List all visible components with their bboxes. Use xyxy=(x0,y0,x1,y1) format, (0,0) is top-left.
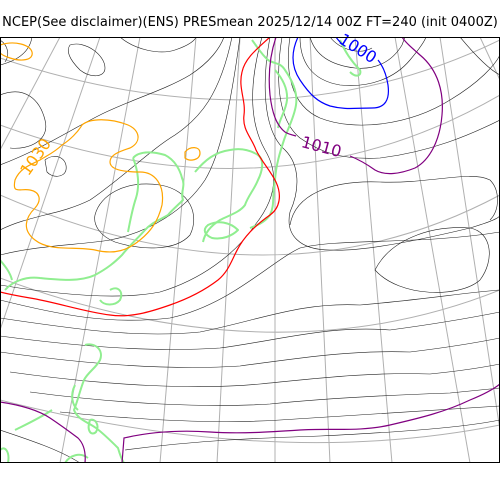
isobar-1010-line xyxy=(121,383,500,463)
graticule-meridians xyxy=(0,37,500,463)
isobar-1020 xyxy=(0,37,280,317)
isobar-line xyxy=(0,91,47,149)
isobar-line xyxy=(29,387,500,406)
coastline xyxy=(0,259,13,281)
isobar-line xyxy=(94,183,195,249)
contour-label-1000: 1000 xyxy=(336,29,381,67)
isobar-1030 xyxy=(0,42,201,253)
isobar-line xyxy=(278,37,500,159)
isobar-line xyxy=(119,37,197,53)
meridian-line xyxy=(394,37,471,463)
meridian-line xyxy=(216,37,241,463)
isobar-line xyxy=(329,37,373,52)
meridian-line xyxy=(309,37,331,463)
contour-label-1010: 1010 xyxy=(299,132,343,161)
coastline xyxy=(14,409,53,431)
map-border xyxy=(0,37,500,463)
coastline xyxy=(99,287,123,306)
isobar-line xyxy=(0,37,241,256)
coastlines xyxy=(0,39,362,463)
parallel-line xyxy=(0,277,500,333)
isobar-1010-line xyxy=(268,37,297,137)
parallel-line xyxy=(0,399,500,444)
coastline xyxy=(71,384,79,411)
coastline xyxy=(73,343,125,463)
isobar-line xyxy=(288,37,500,126)
coastline xyxy=(203,221,239,240)
isobar-1030-line xyxy=(13,119,164,253)
isobar-line xyxy=(374,227,490,293)
meridian-line xyxy=(439,37,500,431)
meridian-line xyxy=(0,37,61,151)
graticule-parallels xyxy=(0,39,500,444)
isobar-1030-line xyxy=(0,42,33,61)
isobar-line xyxy=(0,429,81,463)
isobar-1010-line xyxy=(0,401,86,463)
coastline xyxy=(0,447,10,463)
isobar-line xyxy=(289,176,498,226)
isobar-1010-line xyxy=(349,37,443,175)
isobar-line xyxy=(68,43,106,77)
isobar-line xyxy=(9,363,500,387)
isobar-1020-line xyxy=(0,37,280,317)
parallel-line xyxy=(0,39,500,101)
coastline xyxy=(249,39,298,229)
coastline xyxy=(87,418,99,435)
map-title: NCEP(See disclaimer)(ENS) PRESmean 2025/… xyxy=(2,15,498,30)
isobar-line xyxy=(0,39,9,63)
meridian-line xyxy=(159,37,197,463)
isobar-1030-line xyxy=(184,147,201,161)
thin-isobars xyxy=(0,37,500,463)
isobar-line xyxy=(0,37,225,166)
isobar-1000-line xyxy=(292,37,390,110)
isobar-line xyxy=(59,405,500,422)
coastline xyxy=(339,39,362,77)
parallel-line xyxy=(0,194,500,256)
isobar-line xyxy=(124,419,500,451)
isobar-line xyxy=(0,37,33,66)
isobar-line xyxy=(0,289,500,335)
coastline xyxy=(194,148,264,243)
parallel-line xyxy=(0,94,500,169)
isobar-line xyxy=(459,37,500,76)
isobar-line xyxy=(0,337,500,368)
isobar-line xyxy=(44,156,67,177)
isobar-line xyxy=(309,37,406,69)
isobar-line xyxy=(0,311,500,350)
isobar-line xyxy=(0,37,233,231)
coastline xyxy=(274,69,289,129)
coastline xyxy=(64,453,89,463)
isobar-line xyxy=(0,231,500,321)
isobar-1010 xyxy=(0,37,500,463)
